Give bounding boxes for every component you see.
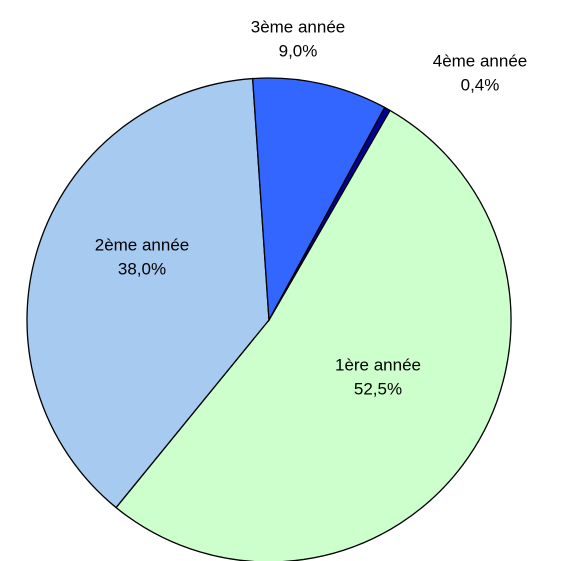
pie-slice <box>251 77 386 323</box>
pie-slice <box>115 109 512 561</box>
slice-label: 2ème année <box>95 235 190 254</box>
pie-slice <box>26 77 270 509</box>
slice-label: 4ème année <box>433 51 528 70</box>
slice-value-label: 9,0% <box>279 41 318 60</box>
slice-value-label: 38,0% <box>118 259 166 278</box>
pie-slice <box>268 106 391 321</box>
slice-value-label: 0,4% <box>461 75 500 94</box>
slice-label: 1ère année <box>335 355 421 374</box>
slice-label: 3ème année <box>251 17 346 36</box>
slice-value-label: 52,5% <box>354 379 402 398</box>
